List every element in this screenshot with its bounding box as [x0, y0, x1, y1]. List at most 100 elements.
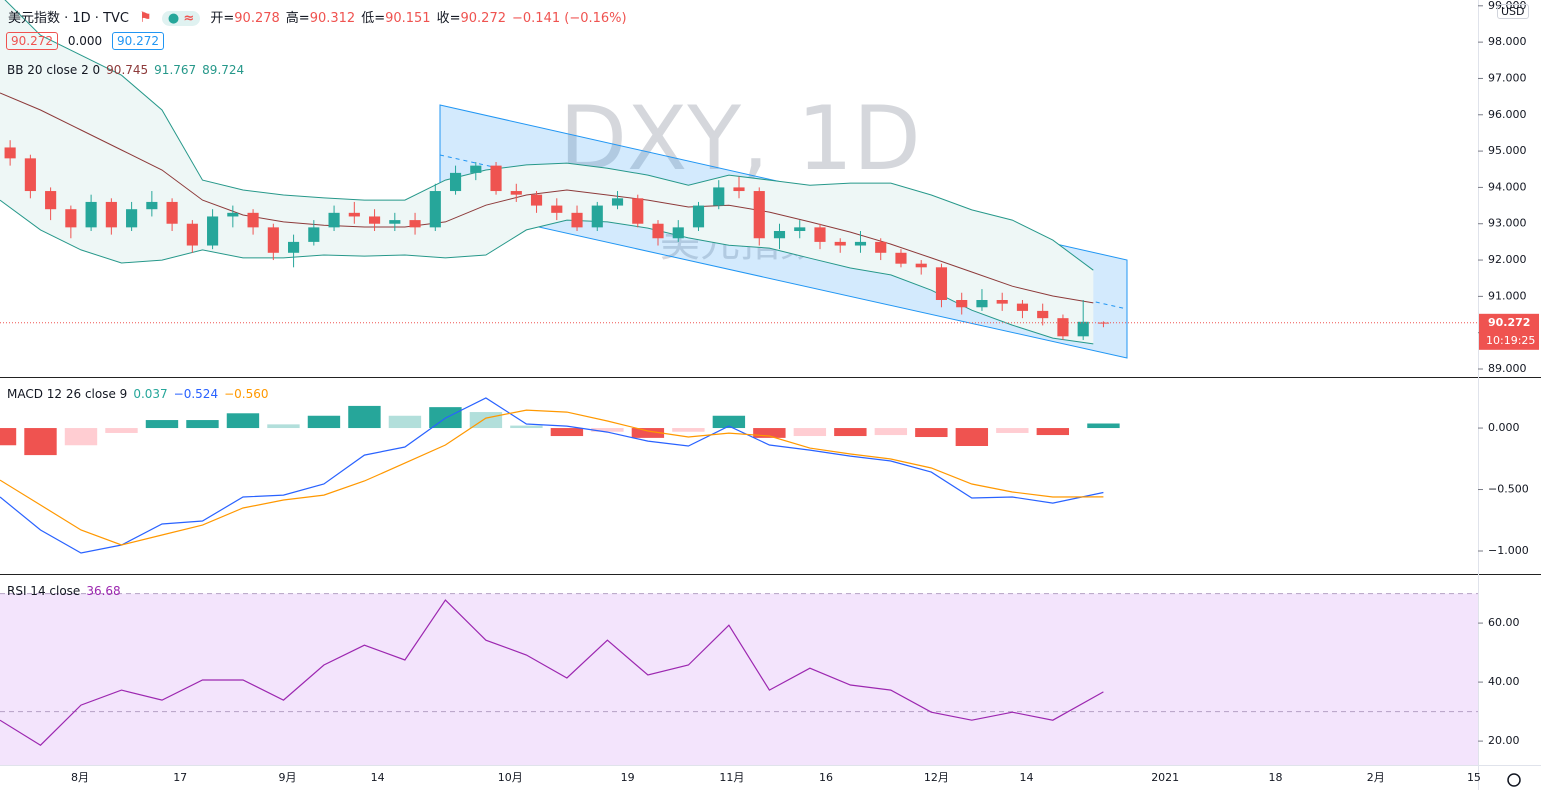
flag-icon[interactable]: ⚑ [139, 10, 152, 26]
band-fill [0, 0, 1094, 344]
header: 美元指数 · 1D · TVC ⚑ ● ≈ 开=90.278 高=90.312 低=… [8, 7, 639, 26]
candle-body [389, 220, 401, 224]
y-tick-label: 92.000 [1488, 253, 1527, 266]
candle-body [308, 227, 320, 242]
ohlc-label: 收= [436, 11, 461, 26]
currency[interactable]: USD [1497, 4, 1529, 19]
candle-body [510, 191, 522, 195]
candle-body [227, 212, 239, 217]
y-tick-label: 94.000 [1488, 180, 1527, 193]
legend-title[interactable]: MACD 12 26 close 9 [7, 387, 128, 401]
candle-body [834, 241, 846, 246]
bb-upper [4, 0, 1094, 271]
spread: 0.000 [67, 34, 103, 48]
candle-body [288, 241, 300, 253]
candle-body [611, 198, 624, 206]
legend-value: 91.767 [154, 63, 197, 77]
candle-body [328, 212, 340, 228]
bb-basis [0, 92, 1094, 304]
histogram-bar [145, 420, 179, 429]
candle-body [672, 227, 684, 239]
x-tick-label: 16 [819, 771, 833, 784]
y-tick-label: 91.000 [1488, 289, 1527, 302]
bid-box[interactable]: 90.272 [6, 32, 58, 50]
histogram-bar [591, 428, 624, 432]
ohlc-value: 90.278 [234, 11, 280, 26]
histogram-bar [0, 428, 17, 446]
histogram-bar [267, 424, 300, 429]
settings-icon[interactable] [1507, 773, 1521, 787]
histogram-bar [1087, 423, 1120, 429]
status-pill[interactable]: ● ≈ [161, 11, 201, 26]
candle-body [85, 201, 97, 228]
candle-body [773, 230, 786, 239]
candle-body [449, 172, 462, 192]
histogram-bar [874, 428, 908, 436]
bb-lower [0, 199, 1094, 345]
legend-value: 0.037 [133, 387, 168, 401]
ohlc-value: −0.141 (−0.16%) [512, 11, 627, 26]
countdown: 10:19:25 [1486, 334, 1535, 347]
last-price-box [1479, 313, 1539, 350]
histogram-bar [834, 428, 867, 437]
candle-body [1057, 318, 1069, 337]
histogram-bar [672, 428, 705, 432]
candle-body [146, 201, 158, 210]
legend-value: −0.560 [224, 387, 269, 401]
candle-body [1037, 310, 1049, 319]
y-tick-label: 40.00 [1488, 675, 1520, 688]
candle-body [996, 300, 1008, 304]
histogram-bar [64, 428, 98, 446]
bb-legend: BB 20 close 2 0 90.745 91.767 89.724 [7, 63, 250, 77]
candle-body [65, 209, 77, 228]
histogram-bar [348, 405, 381, 429]
candle-body [733, 187, 745, 192]
legend-title[interactable]: BB 20 close 2 0 [7, 63, 101, 77]
symbol[interactable]: 美元指数 · 1D · TVC [8, 11, 129, 26]
candle-body [45, 191, 57, 210]
candle-body [632, 198, 644, 224]
histogram-bar [915, 428, 948, 438]
x-tick-label: 10月 [498, 771, 523, 784]
x-tick-label: 11月 [719, 771, 744, 784]
candle-body [409, 220, 421, 228]
ohlc-value: 90.151 [385, 11, 431, 26]
candle-body [1077, 321, 1089, 337]
candle-body [551, 205, 563, 213]
pane [0, 0, 1110, 345]
candle-body [166, 201, 178, 224]
candle-body [186, 223, 198, 246]
ask-box[interactable]: 90.272 [112, 32, 165, 50]
histogram-bar [550, 428, 584, 437]
candle-body [348, 212, 360, 217]
y-tick-label: 95.000 [1488, 144, 1527, 157]
legend-title[interactable]: RSI 14 close [7, 584, 81, 598]
y-tick-label: 60.00 [1488, 616, 1520, 629]
signal-line [0, 409, 1104, 546]
legend-value: 36.68 [86, 584, 121, 598]
histogram-bar [996, 428, 1029, 433]
price-boxes: 90.272 0.000 90.272 [6, 32, 170, 50]
histogram-bar [24, 428, 57, 456]
candle-body [854, 241, 867, 246]
candle-body [571, 212, 583, 228]
candle-body [935, 267, 948, 301]
y-tick-label: 20.00 [1488, 734, 1520, 747]
pane [0, 397, 1120, 554]
candle-body [126, 209, 138, 228]
candle-body [976, 300, 988, 308]
histogram-bar [307, 415, 341, 429]
histogram-bar [955, 428, 989, 446]
candle-body [530, 194, 543, 206]
histogram-bar [753, 428, 786, 438]
x-tick-label: 2月 [1367, 771, 1385, 784]
y-tick-label: 0.000 [1488, 421, 1520, 434]
candle-body [692, 205, 705, 228]
y-tick-label: −1.000 [1488, 544, 1529, 557]
ohlc: 开=90.278 高=90.312 低=90.151 收=90.272 −0.141 (… [210, 11, 632, 26]
last-price-label: 90.272 [1488, 316, 1530, 329]
x-tick-label: 19 [621, 771, 635, 784]
histogram-bar [105, 428, 138, 433]
y-tick-label: 89.000 [1488, 362, 1527, 375]
